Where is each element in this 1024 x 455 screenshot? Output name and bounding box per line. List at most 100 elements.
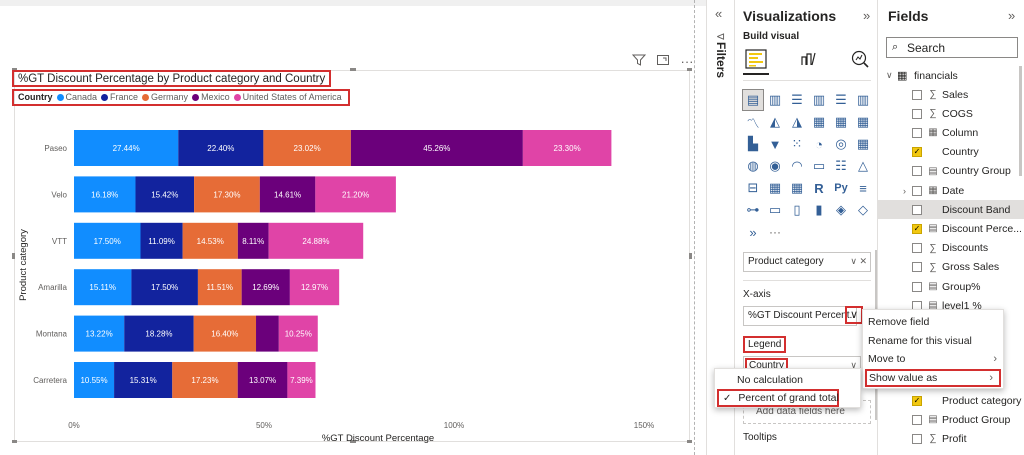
menu-item-rename[interactable]: Rename for this visual <box>868 335 972 347</box>
python-visual-icon[interactable]: Py <box>834 182 848 194</box>
line-chart-icon[interactable]: 〽 <box>746 115 760 131</box>
resize-handle[interactable] <box>350 68 356 71</box>
bar-segment[interactable] <box>182 222 238 259</box>
filled-map-icon[interactable]: ◉ <box>769 158 781 173</box>
bar-segment[interactable] <box>522 130 612 166</box>
bar-segment[interactable] <box>268 222 364 259</box>
bar-segment[interactable] <box>350 130 523 166</box>
field-row[interactable]: ▤ Country Group <box>878 162 1024 181</box>
bar-segment[interactable] <box>131 269 198 306</box>
clustered-column-chart-icon[interactable]: ▥ <box>812 92 826 107</box>
field-row[interactable]: › ▦ Date <box>878 181 1024 200</box>
collapse-icon[interactable]: « <box>715 6 723 21</box>
bar-segment[interactable] <box>237 222 269 259</box>
x-axis-well[interactable]: %GT Discount Percent... <box>743 306 857 326</box>
table-financials[interactable]: ∨ ▦ financials <box>878 66 1024 85</box>
field-row[interactable]: ∑ COGS <box>878 104 1024 123</box>
bar-segment[interactable] <box>256 315 279 352</box>
y-axis-well[interactable]: Product category ∨ ✕ <box>743 252 871 272</box>
report-canvas[interactable]: ··· Paseo 27.44% 22.40% 23.02% 45.26% 23.30% V… <box>0 0 706 455</box>
card-icon[interactable]: ▭ <box>812 158 826 173</box>
field-checkbox[interactable] <box>912 204 922 215</box>
legend-item[interactable]: France <box>101 92 138 103</box>
waterfall-chart-icon[interactable]: ▙ <box>748 136 758 151</box>
format-visual-tab[interactable] <box>795 47 821 71</box>
bar-segment[interactable] <box>315 176 396 213</box>
bar-segment[interactable] <box>259 176 316 213</box>
field-row[interactable]: ▤ Group% <box>878 277 1024 296</box>
field-checkbox[interactable]: ✓ <box>912 395 922 406</box>
ribbon-chart-icon[interactable]: ▦ <box>856 114 870 129</box>
bar-segment[interactable] <box>194 176 260 213</box>
donut-chart-icon[interactable]: ◎ <box>835 136 847 151</box>
map-icon[interactable]: ◍ <box>747 158 759 173</box>
chevron-down-icon[interactable]: ∨ <box>886 70 893 80</box>
area-chart-icon[interactable]: ◭ <box>770 114 780 129</box>
filters-label[interactable]: Filters <box>714 42 728 79</box>
menu-item-percent-of-grand-total[interactable]: ✓ Percent of grand total <box>717 389 839 407</box>
resize-handle[interactable] <box>687 68 692 71</box>
bar-segment[interactable] <box>178 130 264 166</box>
gauge-icon[interactable]: ◠ <box>791 158 803 173</box>
scrollbar[interactable] <box>1019 66 1022 176</box>
field-checkbox[interactable] <box>912 127 922 138</box>
bar-segment[interactable] <box>278 315 318 352</box>
bar-segment[interactable] <box>140 222 183 259</box>
field-checkbox[interactable] <box>912 108 922 119</box>
chevron-right-icon[interactable]: › <box>903 185 906 196</box>
bar-segment[interactable] <box>263 130 351 166</box>
chevron-right-icon[interactable]: » <box>863 8 871 23</box>
legend-item[interactable]: Germany <box>142 92 188 103</box>
build-visual-tab[interactable] <box>743 47 769 71</box>
bar-segment[interactable] <box>114 362 173 398</box>
field-row[interactable]: ∑ Discounts <box>878 239 1024 258</box>
resize-handle[interactable] <box>350 440 356 443</box>
line-and-column-icon[interactable]: ▦ <box>812 114 826 129</box>
field-checkbox[interactable] <box>912 281 922 292</box>
qa-visual-icon[interactable]: ▭ <box>768 202 782 217</box>
clustered-bar-chart-icon[interactable]: ☰ <box>791 92 803 107</box>
bar-segment[interactable] <box>74 362 115 398</box>
field-checkbox[interactable]: ✓ <box>912 223 922 234</box>
matrix-icon[interactable]: ▦ <box>790 180 804 195</box>
legend-item[interactable]: Mexico <box>192 92 230 103</box>
field-row[interactable]: ▤ Product Group <box>878 410 1024 429</box>
paginated-report-icon[interactable]: ▮ <box>815 202 823 217</box>
menu-item-remove-field[interactable]: Remove field <box>868 316 930 328</box>
more-options-icon[interactable]: ··· <box>680 54 694 69</box>
field-checkbox[interactable] <box>912 414 922 425</box>
bar-segment[interactable] <box>74 222 141 259</box>
smart-narrative-icon[interactable]: ▯ <box>793 202 801 217</box>
key-influencers-icon[interactable]: ≡ <box>859 180 867 196</box>
field-checkbox[interactable]: ✓ <box>912 147 922 158</box>
decomposition-tree-icon[interactable]: ⊶ <box>746 202 760 217</box>
chevron-down-icon[interactable]: ∨ <box>850 360 857 370</box>
kpi-icon[interactable]: △ <box>858 158 868 173</box>
bar-segment[interactable] <box>74 130 179 166</box>
resize-handle[interactable] <box>12 440 17 443</box>
table-icon[interactable]: ▦ <box>768 180 782 195</box>
power-apps-icon[interactable]: ◈ <box>836 202 846 217</box>
focus-mode-icon[interactable] <box>656 54 670 69</box>
funnel-chart-icon[interactable]: ▼ <box>768 136 782 152</box>
field-row[interactable]: ✓ Product category <box>878 391 1024 410</box>
bar-segment[interactable] <box>124 315 194 352</box>
resize-handle[interactable] <box>12 253 15 259</box>
field-row[interactable]: ∑ Gross Sales <box>878 258 1024 277</box>
scatter-chart-icon[interactable]: ⁙ <box>791 136 803 151</box>
100-stacked-column-icon[interactable]: ▥ <box>856 92 870 107</box>
bar-segment[interactable] <box>197 269 242 306</box>
chevron-down-icon[interactable]: ∨ ✕ <box>850 256 867 266</box>
more-visuals-chevron-icon[interactable]: » <box>749 224 757 240</box>
bar-segment[interactable] <box>74 315 125 352</box>
field-checkbox[interactable] <box>912 262 922 273</box>
menu-item-show-value-as[interactable]: Show value as › <box>865 369 1001 387</box>
legend-item[interactable]: Canada <box>56 92 97 103</box>
bar-segment[interactable] <box>289 269 340 306</box>
field-checkbox[interactable] <box>912 243 922 254</box>
bar-segment[interactable] <box>74 269 132 306</box>
search-input[interactable]: ⌕ Search <box>886 37 1018 58</box>
legend-item[interactable]: United States of America <box>233 92 342 103</box>
bar-segment[interactable] <box>287 362 316 398</box>
bar-segment[interactable] <box>241 269 290 306</box>
